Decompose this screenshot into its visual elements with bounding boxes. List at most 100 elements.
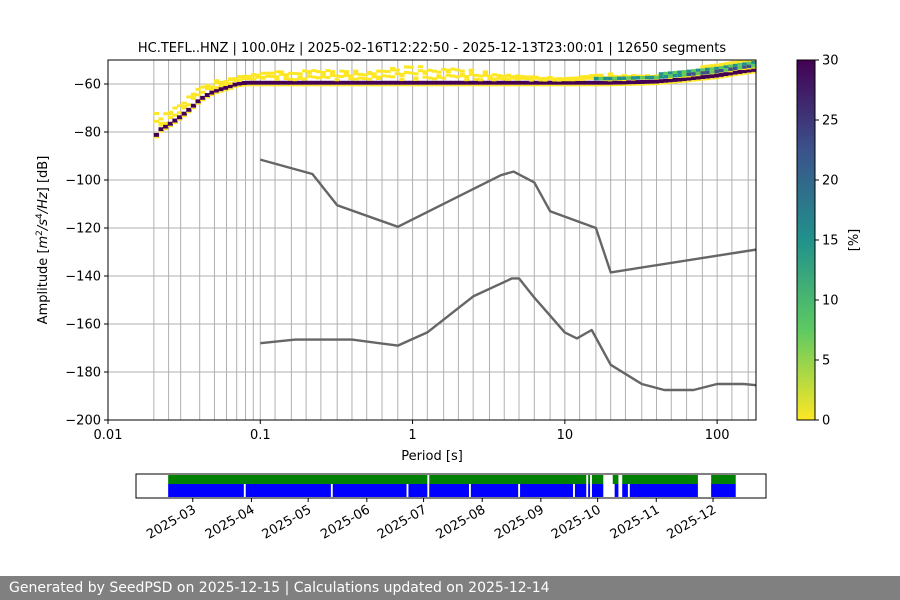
psd-low-cell (343, 84, 349, 87)
psd-low-cell (265, 84, 271, 87)
psd-low-cell (209, 85, 215, 89)
psd-low-cell (445, 84, 451, 87)
available-data-bar (612, 475, 619, 484)
psd-mode-cell (667, 78, 674, 83)
psd-low-cell (417, 69, 424, 73)
psd-mode-cell (478, 80, 484, 85)
used-data-bar (588, 484, 591, 497)
psd-low-cell (251, 73, 257, 77)
psd-low-cell (487, 74, 493, 78)
psd-low-cell (728, 75, 734, 77)
colorbar: 0 5 10 15 20 25 30 [%] (796, 54, 862, 429)
psd-low-cell (376, 69, 382, 73)
psd-mode-cell (570, 80, 576, 85)
y-tick-label: −100 (65, 174, 101, 189)
psd-mid-cell (667, 71, 674, 75)
psd-low-cell (209, 94, 215, 97)
psd-low-cell (732, 74, 739, 77)
psd-mode-cell (200, 95, 206, 100)
psd-mode-cell (681, 77, 688, 82)
psd-low-cell (376, 76, 382, 80)
psd-low-cell (501, 74, 507, 78)
psd-mode-cell (482, 80, 488, 85)
psd-mode-cell (427, 80, 433, 85)
psd-mode-cell (260, 80, 266, 85)
available-data-bar (168, 475, 428, 484)
psd-mode-cell (630, 80, 637, 85)
psd-low-cell (515, 84, 521, 87)
colorbar-tick-label: 0 (822, 414, 830, 429)
timeline-tick-label: 2025-07 (375, 502, 430, 542)
psd-low-cell (177, 119, 183, 121)
psd-low-cell (515, 74, 521, 78)
psd-low-cell (353, 77, 359, 81)
psd-mode-cell (177, 115, 183, 120)
psd-low-cell (292, 72, 299, 76)
psd-low-cell (246, 77, 252, 81)
x-tick-label: 1 (408, 428, 416, 443)
psd-low-cell (251, 84, 257, 87)
psd-low-cell (552, 84, 558, 87)
psd-low-cell (209, 87, 215, 91)
psd-low-cell (190, 107, 197, 110)
psd-mode-cell (742, 69, 748, 74)
psd-low-cell (649, 83, 655, 86)
psd-mid-cell (714, 66, 720, 70)
psd-low-cell (593, 84, 600, 87)
psd-low-cell (380, 74, 387, 78)
psd-low-cell (570, 76, 576, 80)
psd-low-cell (246, 84, 252, 87)
psd-low-cell (519, 84, 526, 87)
available-data-bar (591, 475, 604, 484)
psd-low-cell (227, 81, 234, 85)
psd-low-cell (283, 77, 289, 81)
psd-low-cell (223, 83, 229, 87)
psd-low-cell (454, 75, 461, 79)
psd-mid-cell (714, 69, 720, 74)
psd-mode-cell (593, 80, 600, 85)
psd-mode-cell (579, 80, 586, 85)
psd-low-cell (487, 84, 493, 87)
psd-low-cell (334, 74, 340, 78)
psd-mode-cell (306, 80, 312, 85)
psd-low-cell (547, 84, 553, 87)
psd-low-cell (362, 84, 368, 87)
psd-low-cell (681, 81, 688, 83)
psd-low-cell (482, 73, 488, 77)
psd-low-cell (579, 84, 586, 87)
psd-mode-cell (163, 124, 169, 129)
psd-low-cell (441, 84, 447, 87)
psd-low-cell (366, 72, 373, 76)
psd-low-cell (473, 73, 479, 77)
psd-low-cell (607, 72, 614, 76)
psd-mode-cell (380, 80, 387, 85)
psd-mode-cell (677, 77, 683, 82)
psd-low-cell (751, 71, 756, 74)
used-data-bar (520, 484, 574, 497)
x-tick-label: 0.1 (250, 428, 271, 443)
psd-mode-cell (431, 80, 437, 85)
x-tick-label: 10 (557, 428, 574, 443)
psd-low-cell (158, 123, 164, 127)
psd-low-cell (394, 68, 400, 72)
psd-low-cell (288, 84, 294, 87)
psd-low-cell (422, 70, 428, 74)
psd-low-cell (241, 84, 248, 87)
psd-low-cell (274, 75, 280, 79)
psd-mid-cell (607, 76, 614, 81)
x-axis-ticks: 0.01 0.1 1 10 100 (94, 420, 730, 443)
psd-mid-cell (705, 67, 711, 71)
psd-low-cell (399, 78, 405, 82)
psd-low-cell (566, 76, 572, 80)
psd-low-cell (278, 72, 285, 76)
psd-low-cell (385, 84, 391, 87)
available-data-bar (622, 475, 698, 484)
psd-mode-cell (269, 80, 275, 85)
psd-low-cell (315, 70, 322, 74)
psd-low-cell (311, 75, 317, 79)
psd-low-cell (200, 85, 206, 89)
psd-low-cell (427, 68, 433, 72)
psd-low-cell (214, 79, 220, 83)
psd-mode-cell (283, 80, 289, 85)
psd-mode-cell (464, 80, 470, 85)
